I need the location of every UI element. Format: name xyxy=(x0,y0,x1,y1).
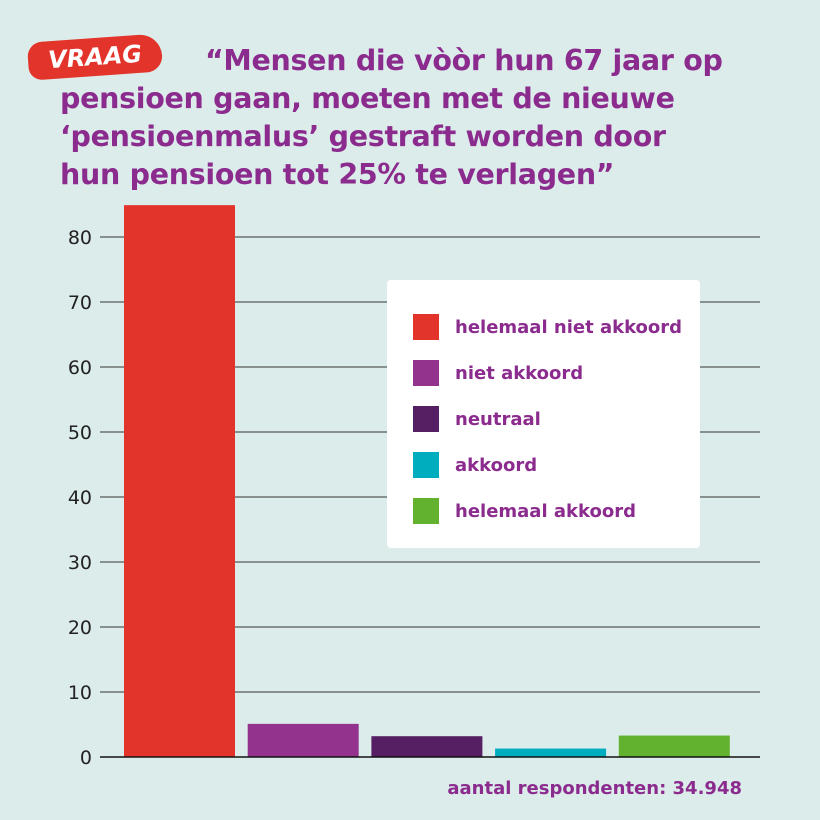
legend-swatch xyxy=(413,360,439,386)
bar-neutraal xyxy=(371,736,483,757)
legend-label: helemaal niet akkoord xyxy=(455,316,683,338)
y-tick-label: 30 xyxy=(68,552,92,574)
legend-label: niet akkoord xyxy=(455,362,584,384)
title-line: ‘pensioenmalus’ gestraft worden door xyxy=(60,120,666,153)
respondent-count: aantal respondenten: 34.948 xyxy=(447,778,742,799)
y-tick-label: 50 xyxy=(68,422,92,444)
title-line: hun pensioen tot 25% te verlagen” xyxy=(60,158,615,191)
legend-label: helemaal akkoord xyxy=(455,500,636,522)
y-tick-label: 70 xyxy=(68,292,92,314)
legend-label: akkoord xyxy=(455,454,538,476)
y-tick-label: 0 xyxy=(80,747,92,769)
legend: helemaal niet akkoord niet akkoord neutraa… xyxy=(387,280,700,548)
legend-label: neutraal xyxy=(455,408,541,430)
legend-item: neutraal xyxy=(413,406,541,432)
title-line: pensioen gaan, moeten met de nieuwe xyxy=(60,82,675,115)
bar-helemaal-akkoord xyxy=(618,735,730,757)
legend-item: helemaal niet akkoord xyxy=(413,314,682,340)
legend-swatch xyxy=(413,452,439,478)
bar-akkoord xyxy=(495,748,607,757)
y-tick-label: 60 xyxy=(68,357,92,379)
legend-swatch xyxy=(413,406,439,432)
legend-item: niet akkoord xyxy=(413,360,583,386)
title-line: “Mensen die vòòr hun 67 jaar op xyxy=(205,44,723,77)
bar-helemaal-niet-akkoord xyxy=(124,205,235,757)
legend-swatch xyxy=(413,498,439,524)
legend-item: akkoord xyxy=(413,452,537,478)
y-tick-label: 20 xyxy=(68,617,92,639)
y-tick-label: 80 xyxy=(68,227,92,249)
legend-item: helemaal akkoord xyxy=(413,498,636,524)
y-tick-label: 40 xyxy=(68,487,92,509)
y-tick-label: 10 xyxy=(68,682,92,704)
bar-niet-akkoord xyxy=(247,723,359,757)
legend-swatch xyxy=(413,314,439,340)
